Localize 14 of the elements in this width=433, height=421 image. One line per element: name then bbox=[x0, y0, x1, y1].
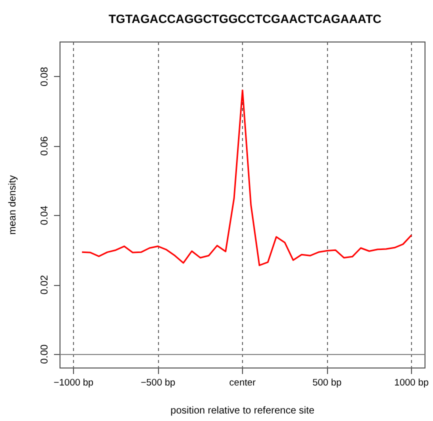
x-tick-label: −500 bp bbox=[140, 378, 176, 388]
y-tick-label: 0.04 bbox=[40, 205, 50, 226]
x-tick-label: center bbox=[229, 378, 256, 388]
y-tick-label: 0.00 bbox=[40, 344, 50, 364]
x-tick-label: 1000 bp bbox=[394, 378, 429, 388]
chart-title: TGTAGACCAGGCTGGCCTCGAACTCAGAAATC bbox=[108, 12, 382, 26]
line-series bbox=[81, 89, 412, 266]
x-tick-label: 500 bp bbox=[312, 378, 342, 388]
y-tick-label: 0.02 bbox=[40, 274, 50, 294]
y-tick-label: 0.08 bbox=[40, 66, 50, 86]
x-axis-title: position relative to reference site bbox=[170, 406, 315, 416]
y-axis-title: mean density bbox=[8, 175, 18, 235]
y-tick-label: 0.06 bbox=[40, 136, 50, 156]
x-tick-label: −1000 bp bbox=[54, 378, 94, 388]
